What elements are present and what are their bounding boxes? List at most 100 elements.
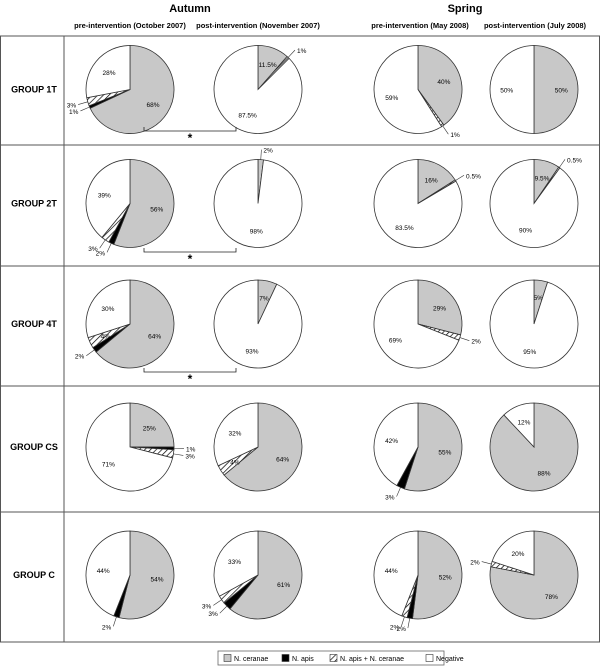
slice-label: 20% bbox=[511, 551, 524, 558]
significance-star: * bbox=[188, 131, 193, 145]
slice-label: 55% bbox=[438, 449, 451, 456]
pie: 25% 1%3% 71% bbox=[85, 402, 196, 492]
leader-line bbox=[113, 616, 117, 627]
slice-label: 2% bbox=[102, 624, 112, 631]
leader-line bbox=[287, 49, 296, 58]
slice-ceranae bbox=[403, 402, 463, 492]
slice-label: 3% bbox=[185, 453, 195, 460]
slice-label: 0.5% bbox=[466, 173, 481, 180]
slice-label: 68% bbox=[147, 102, 160, 109]
slice-negative bbox=[373, 530, 419, 617]
slice-ceranae bbox=[95, 279, 175, 369]
slice-label: 44% bbox=[385, 568, 398, 575]
slice-label: 11.5% bbox=[259, 62, 277, 69]
legend-item: N. apis + N. ceranae bbox=[329, 654, 404, 663]
pie: 5% 95% bbox=[489, 279, 579, 369]
slice-label: 87.5% bbox=[238, 113, 257, 120]
pie: 11.5% 1% 87.5% bbox=[213, 45, 307, 134]
pie: 54% 2% 44% bbox=[85, 530, 175, 631]
slice-label: 3% bbox=[385, 495, 395, 502]
legend-swatch bbox=[329, 654, 338, 662]
group-row: GROUP C 54%2%44%61%3%3%33%52%2%2%44%78%2%… bbox=[13, 530, 579, 633]
leader-line bbox=[459, 337, 470, 341]
column-header: pre-intervention (May 2008) bbox=[371, 21, 469, 30]
slice-label: 93% bbox=[246, 349, 259, 356]
slice-ceranae bbox=[417, 159, 456, 205]
season-spring-label: Spring bbox=[448, 3, 483, 15]
slice-negative bbox=[489, 45, 535, 134]
slice-label: 1% bbox=[450, 132, 460, 139]
slice-label: 1% bbox=[297, 48, 307, 55]
leader-line bbox=[213, 599, 222, 606]
leader-line bbox=[80, 106, 90, 112]
slice-label: 3% bbox=[67, 103, 77, 110]
leader-line bbox=[559, 159, 566, 168]
slice-label: 64% bbox=[148, 334, 161, 341]
slice-label: 30% bbox=[101, 306, 114, 313]
slice-negative bbox=[213, 45, 303, 134]
slice-negative bbox=[213, 402, 259, 467]
slice-ceranae bbox=[417, 279, 463, 336]
group-row: GROUP 4T 64% 2% 4% 30% 7% 93% 29% 2% 69% 5% 95% * bbox=[11, 279, 579, 386]
group-label: GROUP 4T bbox=[11, 319, 57, 329]
pie: 50% 50% bbox=[489, 45, 579, 134]
slice-negative bbox=[373, 279, 460, 369]
leader-line bbox=[173, 453, 184, 456]
slice-label: 2% bbox=[470, 560, 480, 567]
leader-line bbox=[396, 487, 401, 497]
slice-label: 2% bbox=[471, 339, 481, 346]
pie: 52% 2%2% 44% bbox=[373, 530, 463, 633]
slice-label: 40% bbox=[437, 79, 450, 86]
slice-label: 56% bbox=[150, 207, 163, 214]
slice-label: 2% bbox=[96, 250, 106, 257]
slice-label: 3% bbox=[208, 611, 218, 618]
slice-label: 52% bbox=[439, 575, 452, 582]
group-row: GROUP 1T68%1%3%28%11.5%1%87.5%40%1%59%50… bbox=[11, 45, 579, 145]
significance-star: * bbox=[188, 372, 193, 386]
slice-negative bbox=[213, 279, 303, 369]
legend: N. ceranae N. apis N. apis + N. ceranae Neg… bbox=[217, 650, 464, 666]
slice-label: 1% bbox=[69, 109, 79, 116]
significance-bracket: * bbox=[143, 248, 237, 266]
slice-label: 2% bbox=[396, 626, 406, 633]
slice-negative bbox=[491, 530, 535, 576]
slice-label: 50% bbox=[555, 88, 568, 95]
pie: 40% 1% 59% bbox=[373, 45, 463, 139]
slice-negative bbox=[213, 159, 303, 248]
slice-ceranae bbox=[89, 45, 175, 134]
slice-label: 64% bbox=[276, 457, 289, 464]
pie: 7% 93% bbox=[213, 279, 303, 369]
column-header: pre-intervention (October 2007) bbox=[74, 21, 186, 30]
leader-line bbox=[86, 349, 95, 356]
bracket-line bbox=[143, 248, 237, 253]
group-label: GROUP 2T bbox=[11, 199, 57, 209]
pie: 55% 3% 42% bbox=[373, 402, 463, 502]
slice-label: 4% bbox=[101, 334, 111, 341]
pie: 64% 4% 32% bbox=[213, 402, 303, 492]
pie: 78% 2% 20% bbox=[470, 530, 579, 620]
slice-label: 69% bbox=[389, 337, 402, 344]
slice-label: 98% bbox=[250, 229, 263, 236]
season-autumn-label: Autumn bbox=[169, 3, 211, 15]
significance-star: * bbox=[188, 252, 193, 266]
slice-label: 90% bbox=[519, 227, 532, 234]
pie: 56% 2%3% 39% bbox=[85, 159, 175, 257]
slice-ceranae bbox=[533, 45, 579, 134]
legend-item: Negative bbox=[425, 654, 464, 663]
significance-bracket: * bbox=[143, 368, 237, 386]
slice-negative bbox=[373, 45, 443, 134]
group-rows: GROUP 1T68%1%3%28%11.5%1%87.5%40%1%59%50… bbox=[10, 45, 582, 633]
slice-negative bbox=[85, 279, 131, 339]
leader-line bbox=[78, 101, 88, 105]
leader-line bbox=[407, 618, 411, 629]
legend-label: N. apis + N. ceranae bbox=[340, 656, 404, 663]
significance-bracket: * bbox=[143, 127, 237, 145]
slice-label: 0.5% bbox=[567, 157, 582, 164]
slice-ceranae bbox=[223, 402, 303, 492]
legend-swatch bbox=[281, 654, 290, 662]
leader-line bbox=[219, 605, 228, 614]
slice-negative bbox=[373, 402, 419, 487]
slice-ceranae bbox=[229, 530, 303, 620]
